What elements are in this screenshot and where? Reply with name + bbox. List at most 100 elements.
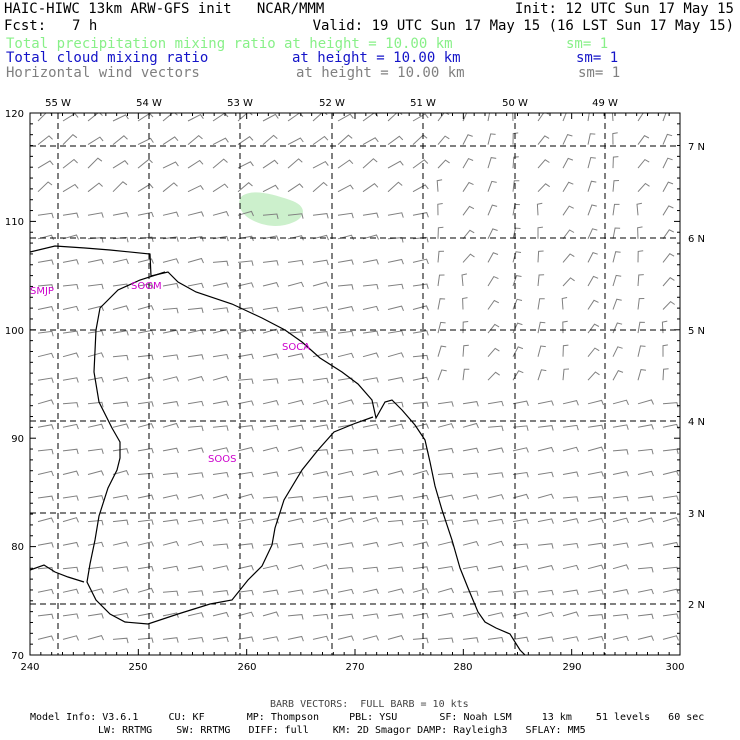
wind-barb xyxy=(262,564,279,571)
wind-barb xyxy=(287,496,304,502)
wind-barb xyxy=(387,330,404,336)
field-sm-wind: sm= 1 xyxy=(578,65,621,81)
wind-barb xyxy=(612,227,621,239)
wind-barb xyxy=(662,566,679,573)
wind-barb xyxy=(662,133,673,145)
wind-barb xyxy=(137,137,154,146)
lon-label-53w: 53 W xyxy=(227,98,253,109)
wind-barb xyxy=(412,134,428,145)
wind-barb xyxy=(312,635,329,642)
wind-barb xyxy=(287,353,304,359)
lat-label-7n: 7 N xyxy=(688,142,705,153)
wind-barb xyxy=(462,253,475,263)
wind-barb xyxy=(362,423,379,430)
wind-barb xyxy=(587,589,604,595)
wind-barb xyxy=(62,613,79,619)
wind-barb xyxy=(37,377,54,383)
wind-barb xyxy=(312,613,329,620)
wind-barb xyxy=(112,354,129,361)
wind-barb xyxy=(437,587,454,594)
wind-barb xyxy=(62,158,78,169)
wind-barb xyxy=(37,330,54,337)
wind-barb xyxy=(362,635,379,641)
wind-barb xyxy=(662,229,675,240)
wind-barb xyxy=(661,320,668,334)
wind-barb xyxy=(412,519,429,526)
wind-barb xyxy=(187,329,204,335)
wind-barb xyxy=(112,588,129,594)
wind-barb xyxy=(162,113,178,122)
wind-barb xyxy=(262,213,279,220)
wind-barb xyxy=(562,320,568,334)
wind-barb xyxy=(362,517,379,523)
x-tick-280: 280 xyxy=(453,662,472,673)
wind-barb xyxy=(262,471,279,477)
wind-barb xyxy=(487,612,504,618)
wind-barb xyxy=(112,423,129,429)
wind-barb xyxy=(612,274,622,287)
x-tick-300: 300 xyxy=(665,662,684,673)
wind-barb xyxy=(562,205,574,216)
wind-barb xyxy=(512,611,529,618)
wind-barb xyxy=(437,494,454,500)
field-sm-precip: sm= 1 xyxy=(566,36,609,52)
wind-barb xyxy=(512,425,529,431)
coastline-inland xyxy=(86,271,374,625)
y-tick-70: 70 xyxy=(11,651,24,662)
wind-barb xyxy=(587,347,600,358)
wind-barb xyxy=(187,612,204,618)
wind-barb xyxy=(137,494,154,500)
wind-barb xyxy=(162,590,179,597)
wind-barb xyxy=(512,298,523,310)
wind-barb xyxy=(637,566,654,573)
wind-barb xyxy=(137,519,154,525)
wind-barb xyxy=(462,157,474,169)
wind-barb xyxy=(87,113,103,122)
wind-barb xyxy=(112,448,129,454)
wind-barb xyxy=(637,588,654,595)
wind-barb xyxy=(187,447,204,453)
wind-barb xyxy=(37,635,54,641)
lat-label-5n: 5 N xyxy=(688,326,705,337)
forecast-hour: 7 h xyxy=(72,18,98,34)
field-height-cloud: at height = 10.00 km xyxy=(292,50,461,66)
wind-barb xyxy=(212,447,229,453)
wind-barb xyxy=(487,518,504,525)
wind-barb xyxy=(437,274,445,287)
wind-barb xyxy=(412,448,429,454)
wind-barb xyxy=(387,588,404,594)
wind-barb xyxy=(537,250,544,263)
wind-barb xyxy=(587,133,596,145)
wind-barb xyxy=(262,134,278,145)
wind-barb xyxy=(537,298,545,310)
wind-barb xyxy=(87,448,104,454)
wind-barb xyxy=(87,258,104,265)
wind-barb xyxy=(387,113,403,122)
wind-barb xyxy=(487,275,499,287)
wind-barb xyxy=(362,352,379,358)
wind-barb xyxy=(437,565,454,572)
wind-barb xyxy=(587,471,604,477)
wind-barb xyxy=(362,448,379,455)
wind-barb xyxy=(362,330,379,337)
wind-barb xyxy=(462,612,479,618)
wind-barb xyxy=(537,321,546,334)
wind-barb xyxy=(237,260,254,266)
wind-barb xyxy=(312,517,329,524)
wind-barb xyxy=(187,518,204,525)
valid-time: Valid: 19 UTC Sun 17 May 15 (16 LST Sun … xyxy=(312,18,734,34)
wind-barb xyxy=(112,160,129,169)
wind-barb xyxy=(112,135,128,145)
wind-barb xyxy=(612,471,629,477)
wind-barb xyxy=(562,400,579,406)
wind-barb xyxy=(562,181,574,192)
wind-barb xyxy=(487,347,500,358)
wind-barb xyxy=(137,158,153,169)
wind-barb xyxy=(62,566,79,573)
wind-barb xyxy=(112,305,129,311)
wind-barb xyxy=(537,159,550,169)
wind-barb xyxy=(162,422,179,429)
wind-barb xyxy=(637,424,654,430)
wind-barb xyxy=(562,229,575,240)
wind-barb xyxy=(287,542,304,549)
